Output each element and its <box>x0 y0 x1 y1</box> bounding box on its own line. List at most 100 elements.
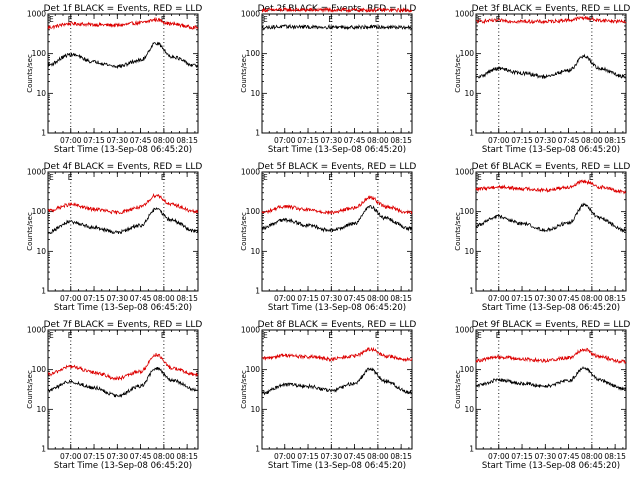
plot-frame <box>261 171 413 292</box>
x-tick-label: 07:45 <box>344 136 366 145</box>
x-axis-label: Start Time (13-Sep-08 06:45:20) <box>54 145 192 155</box>
x-tick-label: 08:15 <box>390 294 412 303</box>
x-tick-label: 08:00 <box>153 136 175 145</box>
x-tick-label: 08:15 <box>390 452 412 461</box>
x-tick-label: 07:45 <box>130 452 152 461</box>
x-tick-label: 08:15 <box>604 136 626 145</box>
lld-series-line <box>261 346 413 363</box>
y-tick-label: 1 <box>255 287 260 296</box>
x-tick-label: 07:30 <box>534 452 556 461</box>
event-marker-label: E <box>49 173 54 182</box>
x-tick-label: 08:00 <box>581 452 603 461</box>
x-axis-label: Start Time (13-Sep-08 06:45:20) <box>268 303 406 313</box>
y-axis-label: Counts/sec <box>454 54 462 93</box>
x-tick-label: 08:15 <box>390 136 412 145</box>
x-tick-label: 07:30 <box>106 136 128 145</box>
detector-panel-8: Det 8f BLACK = Events, RED = LLD 1 10 100 10… <box>240 320 416 471</box>
x-tick-label: 08:15 <box>176 136 198 145</box>
x-tick-label: 08:15 <box>604 294 626 303</box>
panel-title: Det 7f BLACK = Events, RED = LLD <box>44 320 203 330</box>
panel-title: Det 9f BLACK = Events, RED = LLD <box>472 320 631 330</box>
x-axis-label: Start Time (13-Sep-08 06:45:20) <box>482 303 620 313</box>
y-axis-label: Counts/sec <box>454 370 462 409</box>
y-tick-label: 1000 <box>27 10 46 19</box>
y-tick-label: 10 <box>36 405 46 414</box>
y-axis-label: Counts/sec <box>26 54 34 93</box>
events-series-line <box>475 366 627 391</box>
x-tick-label: 07:00 <box>60 452 82 461</box>
detector-panel-2: Det 2f BLACK = Events, RED = LLD11010010… <box>240 4 416 155</box>
events-series-line <box>261 23 413 31</box>
detector-panel-9: Det 9f BLACK = Events, RED = LLD 1 10 100 10… <box>454 320 630 471</box>
x-tick-label: 07:45 <box>344 452 366 461</box>
x-tick-label: 08:00 <box>367 452 389 461</box>
x-tick-label: 07:45 <box>130 294 152 303</box>
x-tick-label: 07:45 <box>558 452 580 461</box>
y-tick-label: 10 <box>250 247 260 256</box>
event-marker-label: E <box>263 15 268 24</box>
y-tick-label: 10 <box>36 247 46 256</box>
x-tick-label: 08:00 <box>581 294 603 303</box>
x-tick-label: 07:30 <box>320 136 342 145</box>
event-marker-label: E <box>49 331 54 340</box>
y-tick-label: 100 <box>246 365 261 374</box>
x-tick-label: 07:30 <box>534 294 556 303</box>
event-marker-label: E <box>589 15 594 24</box>
y-axis-label: Counts/sec <box>240 212 248 251</box>
event-marker-label: E <box>49 15 54 24</box>
y-tick-label: 1 <box>255 129 260 138</box>
y-tick-label: 100 <box>460 207 475 216</box>
x-axis-label: Start Time (13-Sep-08 06:45:20) <box>482 461 620 471</box>
x-tick-label: 07:30 <box>106 452 128 461</box>
x-tick-label: 08:15 <box>176 294 198 303</box>
x-tick-label: 07:45 <box>558 294 580 303</box>
x-tick-label: 07:15 <box>297 294 319 303</box>
event-marker-label: E <box>496 173 501 182</box>
event-marker-label: E <box>375 173 380 182</box>
x-axis-label: Start Time (13-Sep-08 06:45:20) <box>268 145 406 155</box>
event-marker-label: E <box>477 173 482 182</box>
x-tick-label: 07:15 <box>511 452 533 461</box>
event-marker-label: E <box>263 173 268 182</box>
x-tick-label: 07:30 <box>320 452 342 461</box>
x-tick-label: 07:30 <box>534 136 556 145</box>
y-tick-label: 100 <box>460 365 475 374</box>
x-tick-label: 07:15 <box>83 136 105 145</box>
plot-frame <box>475 329 627 450</box>
detector-panel-1: Det 1f BLACK = Events, RED = LLD 1 10 100 10… <box>26 4 202 155</box>
x-tick-label: 07:00 <box>488 294 510 303</box>
x-axis-label: Start Time (13-Sep-08 06:45:20) <box>268 461 406 471</box>
y-tick-label: 1000 <box>241 10 260 19</box>
detector-panel-3: Det 3f BLACK = Events, RED = LLD 1 10 100 10… <box>454 4 630 155</box>
x-axis-label: Start Time (13-Sep-08 06:45:20) <box>54 303 192 313</box>
event-marker-label: E <box>161 15 166 24</box>
lld-series-line <box>47 16 198 30</box>
x-tick-label: 07:15 <box>83 294 105 303</box>
y-tick-label: 10 <box>36 89 46 98</box>
events-series-line <box>47 207 199 235</box>
y-tick-label: 1000 <box>455 326 474 335</box>
events-series-line <box>261 367 413 396</box>
y-axis-label: Counts/sec <box>454 212 462 251</box>
panel-title: Det 1f BLACK = Events, RED = LLD <box>44 4 203 14</box>
y-tick-label: 1000 <box>27 326 46 335</box>
event-marker-label: E <box>68 173 73 182</box>
event-marker-label: E <box>477 331 482 340</box>
y-tick-label: 1000 <box>241 168 260 177</box>
event-marker-label: E <box>161 173 166 182</box>
y-tick-label: 100 <box>32 49 47 58</box>
x-tick-label: 07:15 <box>297 136 319 145</box>
x-tick-label: 07:45 <box>130 136 152 145</box>
event-marker-label: E <box>68 331 73 340</box>
plot-frame <box>261 329 413 450</box>
y-tick-label: 100 <box>460 49 475 58</box>
events-series-line <box>475 53 627 80</box>
x-tick-label: 07:15 <box>83 452 105 461</box>
x-tick-label: 07:00 <box>60 136 82 145</box>
events-series-line <box>475 202 627 233</box>
panel-title: Det 8f BLACK = Events, RED = LLD <box>258 320 417 330</box>
panel-title: Det 5f BLACK = Events, RED = LLD <box>258 162 417 172</box>
x-tick-label: 08:15 <box>604 452 626 461</box>
x-tick-label: 07:00 <box>274 452 296 461</box>
plot-frame <box>475 171 627 292</box>
